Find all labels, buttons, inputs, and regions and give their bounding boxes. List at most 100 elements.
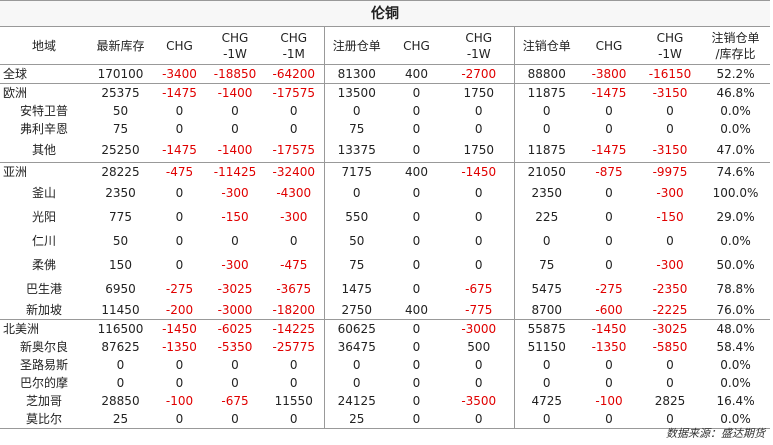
value-cell: 0: [474, 122, 483, 136]
value-cell: -1475: [153, 83, 206, 102]
value-cell: -1475: [162, 143, 197, 157]
value-cell: 88800: [513, 64, 579, 84]
region-cell: 北美洲: [0, 319, 88, 338]
value-cell: 25: [323, 410, 389, 429]
value-cell: 50: [323, 229, 389, 253]
column-header: 最新库存: [88, 26, 153, 65]
column-header: 注销仓单: [513, 26, 579, 65]
value-cell: -1400: [217, 143, 253, 157]
value-cell: -100: [595, 394, 623, 408]
value-cell: -300: [221, 186, 249, 200]
value-cell: -475: [153, 162, 206, 181]
region-cell: 新奥尔良: [19, 340, 68, 354]
value-cell: 0: [474, 186, 483, 200]
value-cell: 0: [231, 104, 239, 118]
value-cell: 0: [323, 181, 389, 205]
value-cell: 0: [153, 410, 206, 429]
value-cell: 0: [412, 234, 421, 248]
region-cell: 巴尔的摩: [19, 376, 68, 390]
value-cell: -300: [280, 210, 308, 224]
value-cell: 150: [109, 258, 132, 272]
value-cell: -3000: [217, 303, 253, 317]
value-cell: 0: [605, 234, 613, 248]
value-cell: 0: [513, 356, 579, 374]
value-cell: -3800: [591, 67, 627, 81]
value-cell: 0: [605, 104, 613, 118]
region-cell: 芝加哥: [25, 394, 62, 408]
value-cell: 0: [474, 234, 483, 248]
value-cell: 0: [231, 122, 239, 136]
value-cell: 0.0%: [720, 104, 751, 118]
value-cell: -300: [656, 258, 684, 272]
value-cell: 0: [116, 376, 125, 390]
value-cell: -3150: [639, 83, 701, 102]
value-cell: 0: [389, 410, 444, 429]
table-title: 伦铜: [0, 0, 771, 27]
value-cell: 11450: [101, 303, 140, 317]
value-cell: 116500: [88, 319, 153, 338]
value-cell: 0: [289, 358, 298, 372]
value-cell: 0: [412, 258, 421, 272]
value-cell: 400: [405, 303, 428, 317]
value-cell: 170100: [97, 67, 144, 81]
value-cell: 0: [231, 358, 239, 372]
value-cell: 51150: [513, 338, 579, 356]
value-cell: 0: [412, 143, 421, 157]
value-cell: 2825: [654, 394, 686, 408]
value-cell: 0: [412, 394, 421, 408]
value-cell: 775: [109, 210, 132, 224]
value-cell: 13500: [323, 83, 389, 102]
value-cell: 0: [579, 410, 639, 429]
value-cell: 1750: [444, 83, 514, 102]
inventory-table: 伦铜 地域 最新库存 CHG CHG -1W CHG -1M 注册仓单 CHG CHG -1W…: [0, 0, 771, 429]
table-row: 新奥尔良 87625 -1350 -5350 -25775 36475 0 500 51150-…: [0, 338, 770, 356]
table-row: 安特卫普 50 0 0 0 0 0 0 0 0 0 0.0%: [0, 102, 770, 120]
table-row: 巴尔的摩 0 0 0 0 0 0 0 0 0 0 0.0%: [0, 374, 770, 392]
value-cell: -1450: [579, 319, 639, 338]
value-cell: -300: [656, 186, 684, 200]
value-cell: 48.0%: [701, 319, 771, 338]
value-cell: 0: [289, 122, 298, 136]
value-cell: 0: [513, 374, 579, 392]
value-cell: 0: [666, 104, 674, 118]
value-cell: 8700: [513, 301, 579, 320]
value-cell: 76.0%: [716, 303, 755, 317]
value-cell: 0: [666, 122, 674, 136]
header-row: 地域 最新库存 CHG CHG -1W CHG -1M 注册仓单 CHG CHG -1W 注销仓…: [0, 26, 771, 65]
region-cell: 亚洲: [0, 162, 88, 181]
value-cell: 5475: [513, 277, 579, 301]
value-cell: 36475: [323, 338, 389, 356]
value-cell: 0: [389, 83, 444, 102]
value-cell: 0: [513, 102, 579, 120]
value-cell: 47.0%: [716, 143, 755, 157]
value-cell: 7175: [323, 162, 389, 181]
value-cell: 25250: [101, 143, 140, 157]
table-row: 光阳 775 0 -150 -300 550 0 0 225 0 -150 29.0%: [0, 205, 770, 229]
value-cell: 0: [412, 104, 421, 118]
value-cell: 28850: [101, 394, 140, 408]
value-cell: -1450: [153, 319, 206, 338]
value-cell: -6025: [206, 319, 264, 338]
value-cell: 0: [175, 186, 184, 200]
value-cell: 0: [444, 410, 514, 429]
value-cell: 0: [513, 229, 579, 253]
value-cell: 0: [175, 376, 184, 390]
value-cell: 0: [412, 340, 421, 354]
value-cell: 550: [323, 205, 389, 229]
value-cell: 0: [323, 374, 389, 392]
value-cell: 55875: [513, 319, 579, 338]
value-cell: -11425: [206, 162, 264, 181]
value-cell: 29.0%: [716, 210, 755, 224]
value-cell: -275: [595, 282, 623, 296]
value-cell: 0: [474, 376, 483, 390]
value-cell: 25375: [88, 83, 153, 102]
value-cell: -3500: [461, 394, 497, 408]
value-cell: 0: [175, 210, 184, 224]
value-cell: 75: [513, 253, 579, 277]
value-cell: 46.8%: [701, 83, 771, 102]
value-cell: 0: [605, 358, 613, 372]
value-cell: -3025: [217, 282, 253, 296]
column-header: CHG -1M: [264, 26, 324, 65]
value-cell: 87625: [101, 340, 140, 354]
region-cell: 光阳: [31, 210, 56, 224]
